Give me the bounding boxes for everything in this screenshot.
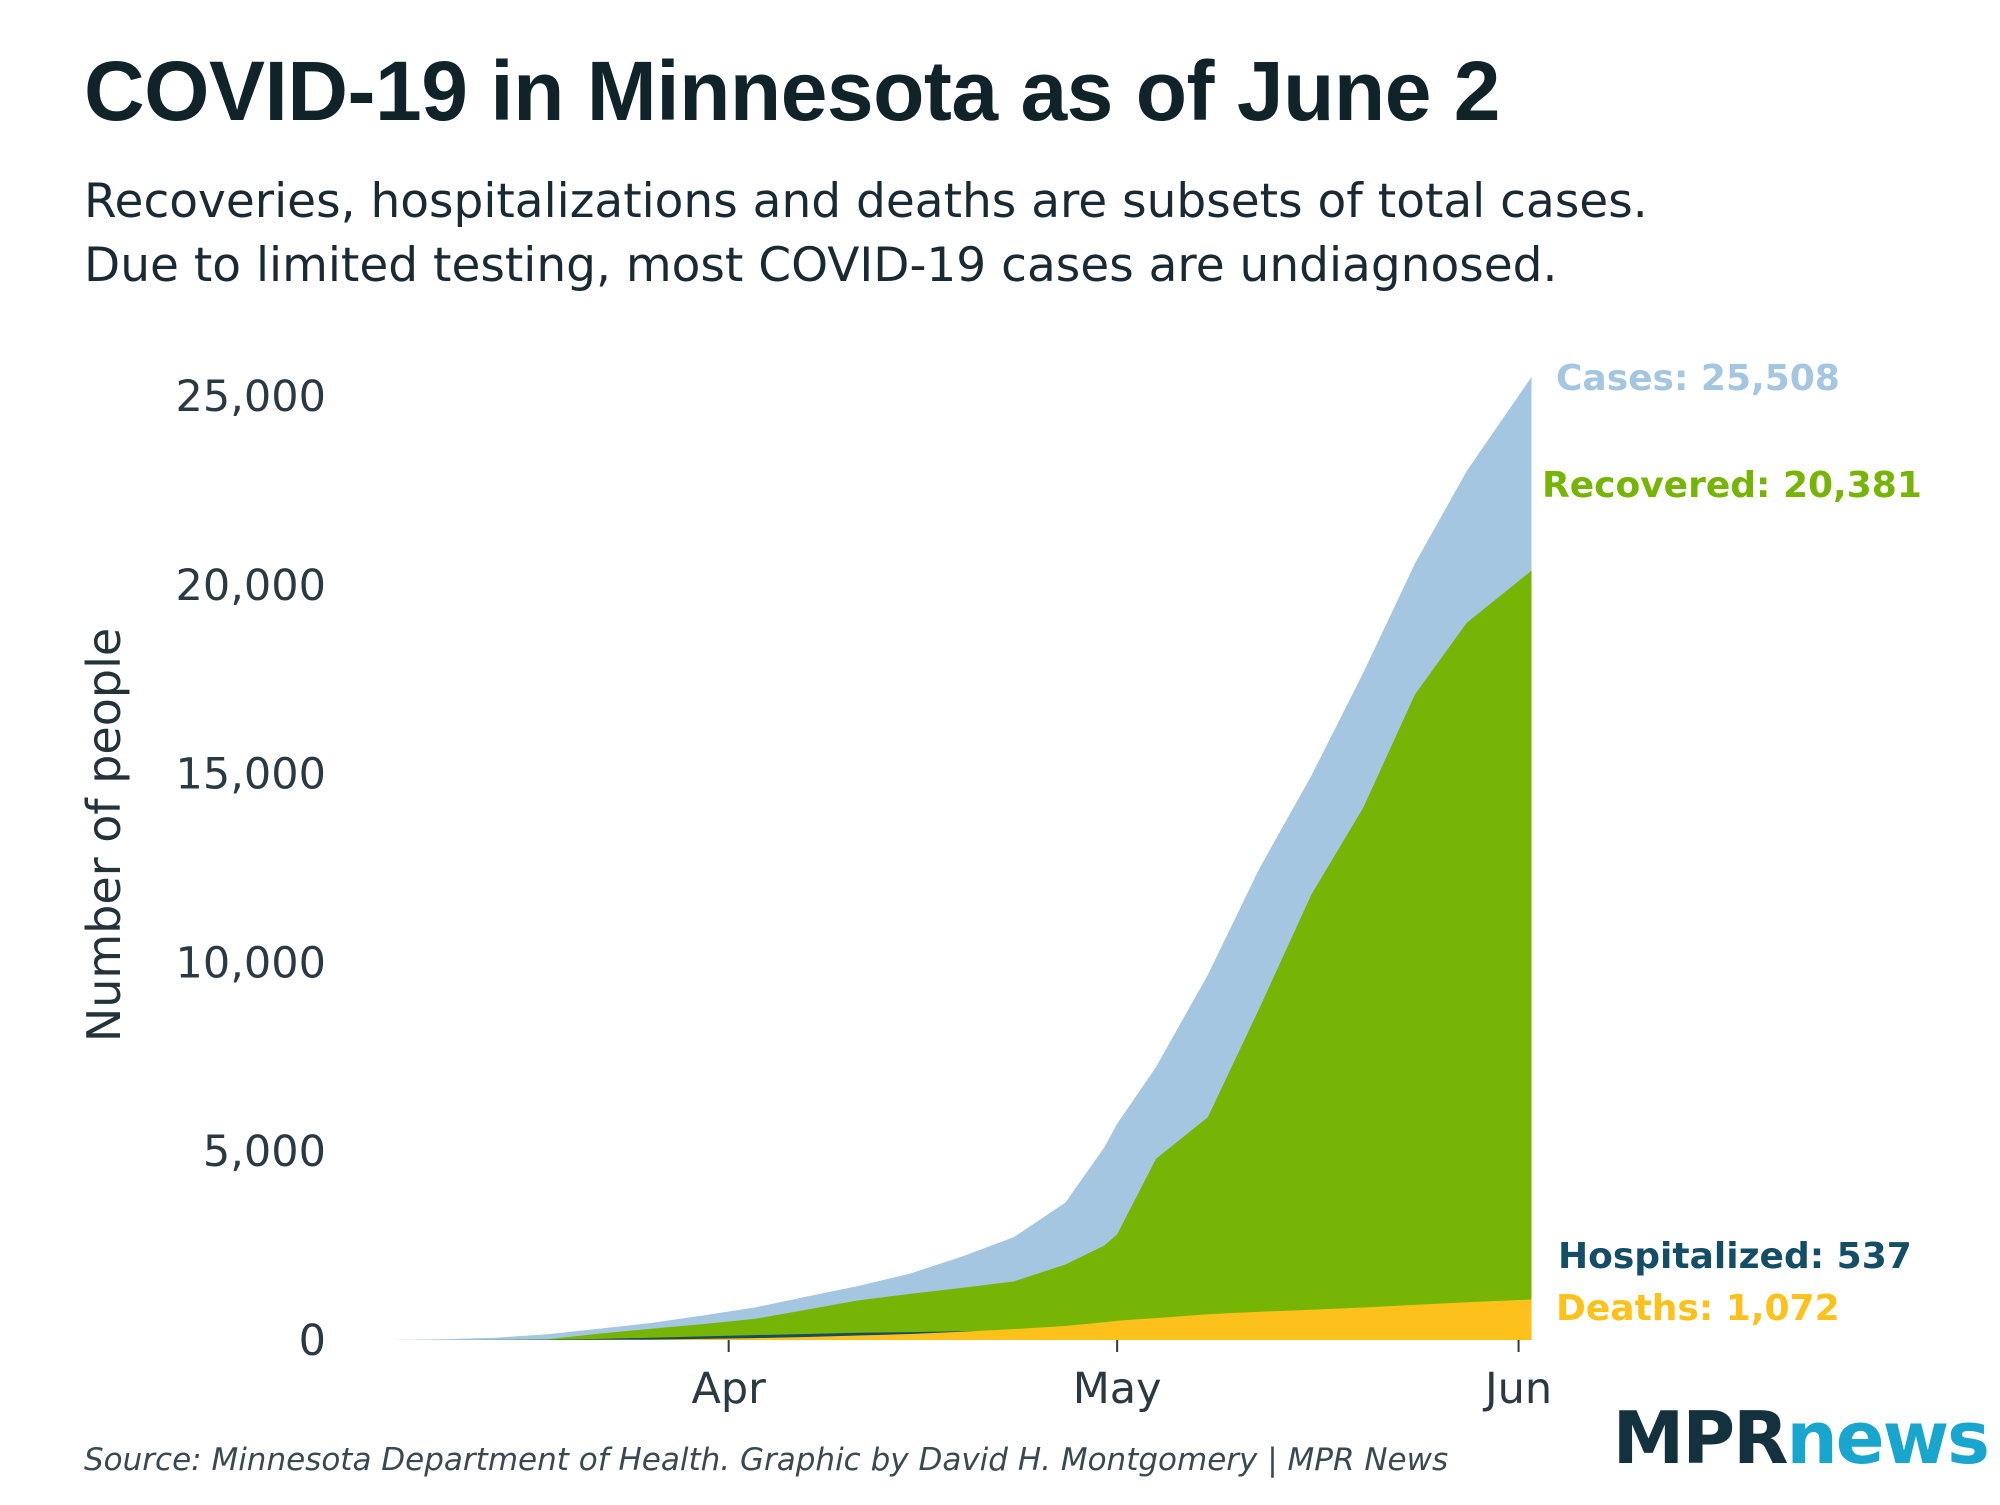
end-label-deaths: Deaths: 1,072 xyxy=(1556,1288,1840,1329)
y-tick-label: 20,000 xyxy=(176,561,326,611)
y-tick-label: 0 xyxy=(299,1316,326,1366)
y-axis-title: Number of people xyxy=(77,628,131,1042)
area-recovered xyxy=(392,570,1532,1340)
y-axis: 0 5,000 10,000 15,000 20,000 25,000 xyxy=(176,372,326,1366)
y-tick-label: 10,000 xyxy=(176,938,326,988)
end-label-hospitalized: Hospitalized: 537 xyxy=(1558,1236,1912,1277)
x-tick-label: Apr xyxy=(691,1364,766,1414)
end-label-recovered: Recovered: 20,381 xyxy=(1542,465,1922,506)
mpr-news-logo: MPRnews xyxy=(1613,1402,1990,1474)
x-tick-label: May xyxy=(1073,1364,1162,1414)
y-tick-label: 25,000 xyxy=(176,372,326,422)
area-deaths xyxy=(392,1299,1532,1340)
series-areas xyxy=(392,377,1532,1340)
end-label-cases: Cases: 25,508 xyxy=(1556,358,1840,399)
end-labels: Cases: 25,508 Recovered: 20,381 Hospitaliz… xyxy=(1542,358,1922,1329)
x-axis: Apr May Jun xyxy=(691,1340,1552,1414)
chart-subtitle: Recoveries, hospitalizations and deaths … xyxy=(84,170,1964,298)
chart-title: COVID-19 in Minnesota as of June 2 xyxy=(84,44,1500,138)
x-tick-label: Jun xyxy=(1482,1364,1552,1414)
logo-mpr-text: MPR xyxy=(1612,1396,1789,1480)
source-note: Source: Minnesota Department of Health. … xyxy=(84,1442,1449,1478)
subtitle-line-1: Recoveries, hospitalizations and deaths … xyxy=(84,174,1648,229)
subtitle-line-2: Due to limited testing, most COVID-19 ca… xyxy=(84,238,1558,293)
y-tick-label: 15,000 xyxy=(176,750,326,800)
y-tick-label: 5,000 xyxy=(203,1127,326,1177)
logo-news-text: news xyxy=(1786,1396,1990,1480)
